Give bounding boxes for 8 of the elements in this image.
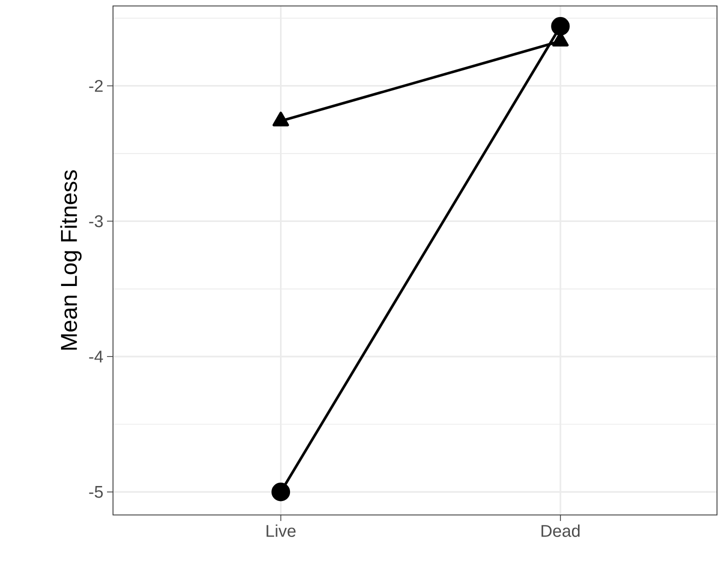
- y-tick-label: -4: [89, 350, 103, 362]
- y-tick-label: -3: [89, 215, 103, 228]
- point: [271, 482, 290, 502]
- x-tick-label: Dead: [542, 524, 580, 537]
- y-axis-title: Mean Log Fitness: [60, 170, 82, 350]
- x-tick-label: Live: [266, 524, 296, 537]
- y-tick-label: -5: [89, 486, 103, 498]
- y-tick-label: -2: [89, 80, 103, 92]
